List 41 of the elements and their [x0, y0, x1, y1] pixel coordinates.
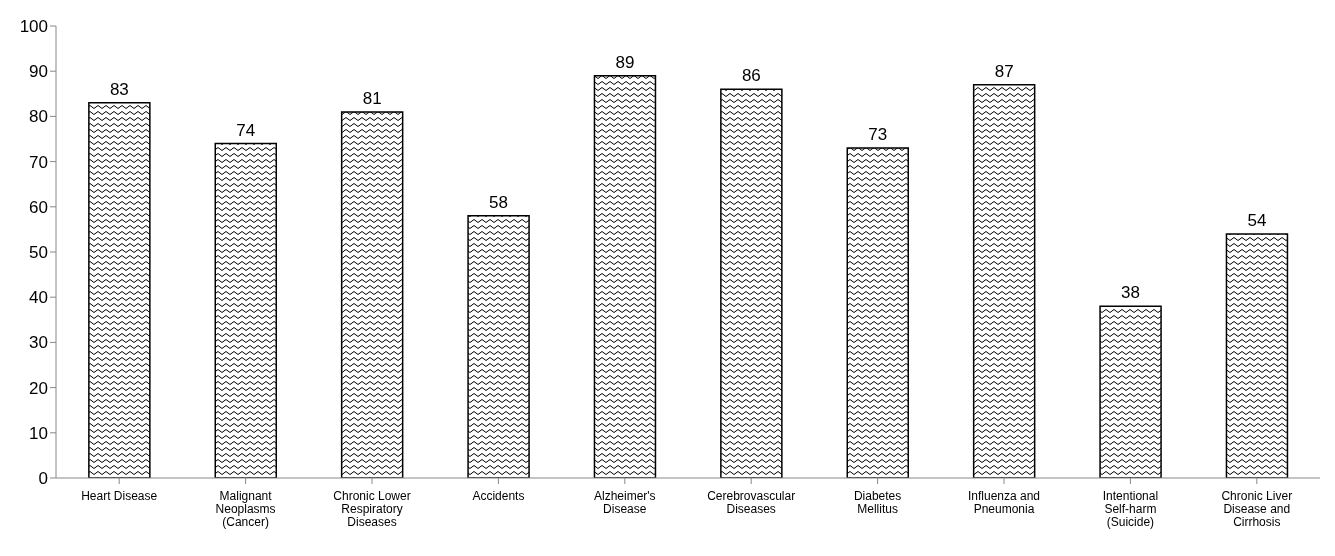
y-tick-label: 50: [29, 243, 48, 263]
data-label: 86: [741, 66, 761, 86]
x-tick-label: Cerebrovascular Diseases: [707, 489, 796, 516]
x-tick-label: Chronic Lower Respiratory Diseases: [333, 489, 411, 529]
bar: [972, 84, 1036, 478]
x-tick-label: Malignant Neoplasms (Cancer): [215, 489, 276, 529]
bar: [214, 142, 278, 478]
y-tick-label: 30: [29, 333, 48, 353]
bar: [467, 215, 530, 478]
x-tick-label: Chronic Liver Disease and Cirrhosis: [1221, 489, 1293, 529]
y-tick-label: 40: [29, 288, 48, 308]
data-label: 38: [1121, 283, 1141, 303]
data-label: 89: [615, 52, 635, 72]
data-label: 54: [1247, 210, 1267, 230]
bar: [1099, 305, 1162, 478]
x-tick-label: Influenza and Pneumonia: [967, 489, 1041, 516]
data-label: 83: [109, 79, 129, 99]
x-tick-label: Diabetes Mellitus: [853, 489, 902, 516]
bar: [593, 74, 657, 478]
data-label: 87: [994, 61, 1014, 81]
data-label: 74: [236, 120, 256, 140]
bar: [720, 88, 783, 478]
x-tick-label: Alzheimer's Disease: [593, 489, 656, 516]
y-tick-label: 100: [19, 17, 48, 37]
y-tick-label: 20: [29, 378, 48, 398]
data-label: 81: [362, 88, 382, 108]
x-tick-label: Intentional Self-harm (Suicide): [1102, 489, 1159, 529]
bar: [88, 102, 151, 478]
y-tick-label: 0: [38, 469, 48, 489]
y-tick-label: 60: [29, 197, 48, 217]
x-tick-label: Heart Disease: [81, 489, 158, 503]
y-tick-label: 80: [29, 107, 48, 127]
x-tick-label: Accidents: [472, 489, 525, 503]
bar: [1225, 233, 1289, 478]
y-tick-label: 90: [29, 62, 48, 82]
data-label: 58: [489, 192, 509, 212]
data-label: 73: [868, 125, 888, 145]
y-tick-label: 70: [29, 152, 48, 172]
bar: [340, 111, 404, 478]
y-tick-label: 10: [29, 423, 48, 443]
bar: [846, 147, 910, 478]
